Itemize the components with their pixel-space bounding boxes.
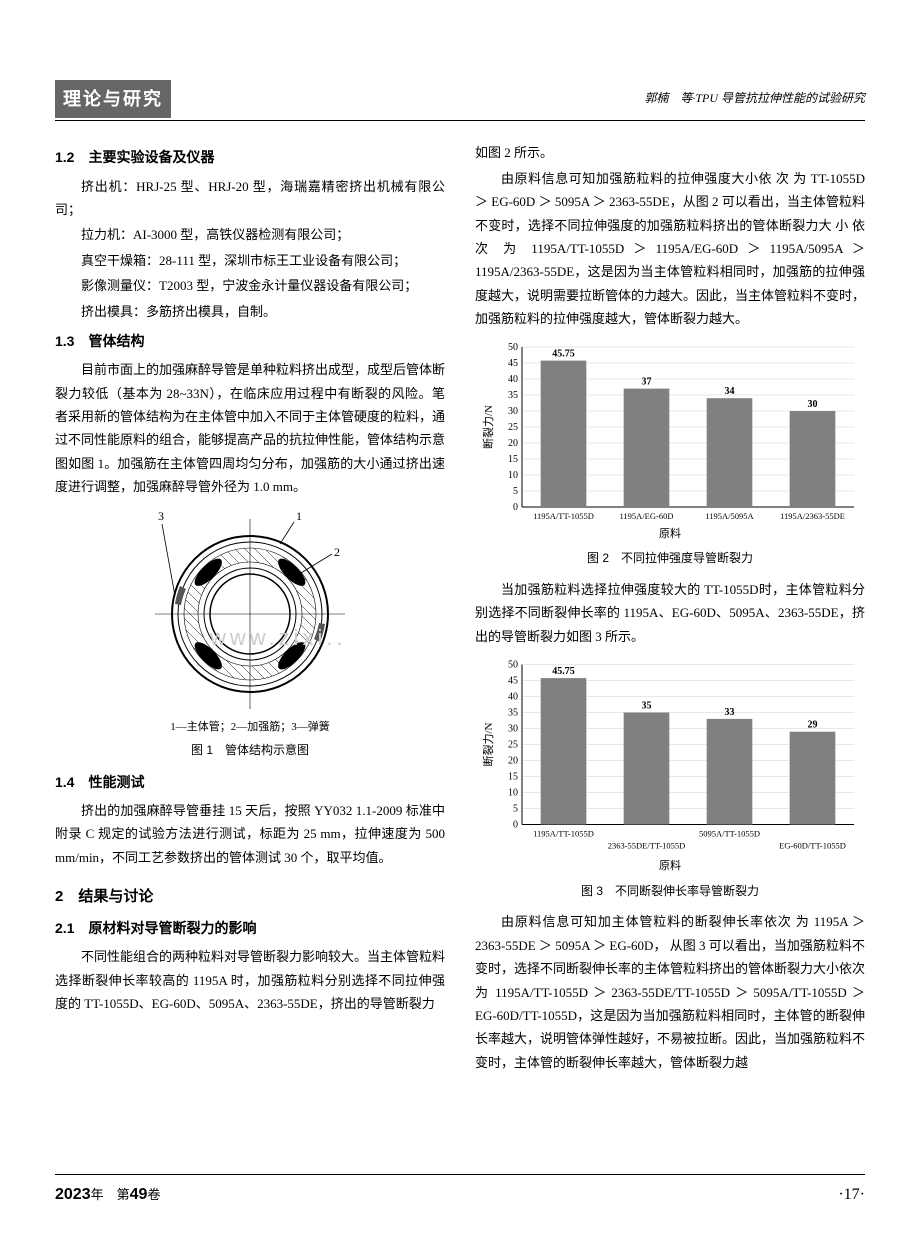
heading-2: 2 结果与讨论 (55, 883, 445, 910)
svg-text:0: 0 (513, 820, 518, 831)
para: 挤出的加强麻醉导管垂挂 15 天后，按照 YY032 1.1-2009 标准中附… (55, 799, 445, 869)
svg-text:30: 30 (808, 399, 818, 410)
svg-text:25: 25 (508, 422, 518, 433)
para: 不同性能组合的两种粒料对导管断裂力影响较大。当主体管粒料选择断裂伸长率较高的 1… (55, 945, 445, 1015)
svg-text:1195A/5095A: 1195A/5095A (705, 511, 754, 521)
svg-text:29: 29 (808, 720, 818, 731)
svg-text:50: 50 (508, 660, 518, 671)
figure-2-chart: 0 5 10 15 20 25 30 35 40 45 50 45.75 37 34 30 1195A/TT-… (475, 337, 865, 545)
right-column: 如图 2 所示。 由原料信息可知加强筋粒料的拉伸强度大小依 次 为 TT-105… (475, 139, 865, 1076)
heading-1-2: 1.2 主要实验设备及仪器 (55, 145, 445, 170)
footer-page: ·17· (838, 1181, 865, 1210)
svg-text:2363-55DE/TT-1055D: 2363-55DE/TT-1055D (608, 841, 686, 851)
para: 挤出机：HRJ-25 型、HRJ-20 型，海瑞嘉精密挤出机械有限公司； (55, 175, 445, 222)
svg-text:30: 30 (508, 406, 518, 417)
footer-year: 2023年 第49卷 (55, 1181, 160, 1210)
svg-text:10: 10 (508, 788, 518, 799)
para: 由原料信息可知加强筋粒料的拉伸强度大小依 次 为 TT-1055D ＞ EG-6… (475, 167, 865, 331)
svg-text:35: 35 (508, 708, 518, 719)
svg-text:断裂力/N: 断裂力/N (481, 404, 495, 448)
svg-text:5: 5 (513, 486, 518, 497)
para: 由原料信息可知加主体管粒料的断裂伸长率依次 为 1195A ＞ 2363-55D… (475, 910, 865, 1074)
svg-text:EG-60D/TT-1055D: EG-60D/TT-1055D (779, 841, 846, 851)
para: 当加强筋粒料选择拉伸强度较大的 TT-1055D时，主体管粒料分别选择不同断裂伸… (475, 578, 865, 648)
svg-text:20: 20 (508, 756, 518, 767)
left-column: 1.2 主要实验设备及仪器 挤出机：HRJ-25 型、HRJ-20 型，海瑞嘉精… (55, 139, 445, 1076)
page-header: 理论与研究 郭楠 等·TPU 导管抗拉伸性能的试验研究 (55, 80, 865, 121)
figure-1-caption: 图 1 管体结构示意图 (55, 740, 445, 762)
para: 目前市面上的加强麻醉导管是单种粒料挤出成型，成型后管体断裂力较低（基本为 28~… (55, 358, 445, 498)
heading-2-1: 2.1 原材料对导管断裂力的影响 (55, 916, 445, 941)
figure-2-xlabel: 原料 (475, 525, 865, 545)
svg-text:33: 33 (725, 707, 735, 718)
svg-text:1195A/TT-1055D: 1195A/TT-1055D (533, 511, 594, 521)
svg-text:1: 1 (296, 509, 302, 523)
svg-text:1195A/TT-1055D: 1195A/TT-1055D (533, 829, 594, 839)
svg-text:5095A/TT-1055D: 5095A/TT-1055D (699, 829, 760, 839)
svg-text:45: 45 (508, 676, 518, 687)
svg-text:0: 0 (513, 502, 518, 513)
svg-text:30: 30 (508, 724, 518, 735)
heading-1-3: 1.3 管体结构 (55, 329, 445, 354)
svg-text:45.75: 45.75 (552, 666, 575, 677)
svg-text:45: 45 (508, 358, 518, 369)
figure-3-caption: 图 3 不同断裂伸长率导管断裂力 (475, 881, 865, 903)
svg-text:20: 20 (508, 438, 518, 449)
svg-text:25: 25 (508, 740, 518, 751)
svg-text:1195A/EG-60D: 1195A/EG-60D (620, 511, 674, 521)
figure-1-diagram: 3 1 2 (145, 506, 355, 716)
figure-1-legend: 1—主体管；2—加强筋；3—弹簧 (55, 718, 445, 738)
heading-1-4: 1.4 性能测试 (55, 770, 445, 795)
para: 影像测量仪：T2003 型，宁波金永计量仪器设备有限公司； (55, 274, 445, 297)
svg-text:35: 35 (642, 701, 652, 712)
para: 如图 2 所示。 (475, 141, 865, 164)
svg-text:34: 34 (725, 386, 735, 397)
svg-text:2: 2 (334, 545, 340, 559)
svg-text:45.75: 45.75 (552, 348, 575, 359)
page-footer: 2023年 第49卷 ·17· (55, 1174, 865, 1210)
figure-2-caption: 图 2 不同拉伸强度导管断裂力 (475, 548, 865, 570)
para: 挤出模具：多筋挤出模具，自制。 (55, 300, 445, 323)
svg-text:5: 5 (513, 804, 518, 815)
content-columns: 1.2 主要实验设备及仪器 挤出机：HRJ-25 型、HRJ-20 型，海瑞嘉精… (55, 139, 865, 1076)
svg-text:1195A/2363-55DE: 1195A/2363-55DE (780, 511, 845, 521)
svg-text:40: 40 (508, 692, 518, 703)
para: 真空干燥箱：28-111 型，深圳市标王工业设备有限公司； (55, 249, 445, 272)
figure-3-chart: 0 5 10 15 20 25 30 35 40 45 50 45.75 35 33 29 1195A/TT-… (475, 654, 865, 877)
svg-text:37: 37 (642, 376, 652, 387)
running-head: 郭楠 等·TPU 导管抗拉伸性能的试验研究 (644, 88, 865, 110)
svg-text:断裂力/N: 断裂力/N (481, 723, 495, 767)
svg-text:15: 15 (508, 772, 518, 783)
section-tag: 理论与研究 (55, 80, 171, 118)
svg-text:10: 10 (508, 470, 518, 481)
figure-3-xlabel: 原料 (475, 857, 865, 877)
svg-text:15: 15 (508, 454, 518, 465)
svg-text:40: 40 (508, 374, 518, 385)
svg-text:50: 50 (508, 342, 518, 353)
para: 拉力机：AI-3000 型，高铁仪器检测有限公司； (55, 223, 445, 246)
svg-text:35: 35 (508, 390, 518, 401)
svg-text:3: 3 (158, 509, 164, 523)
